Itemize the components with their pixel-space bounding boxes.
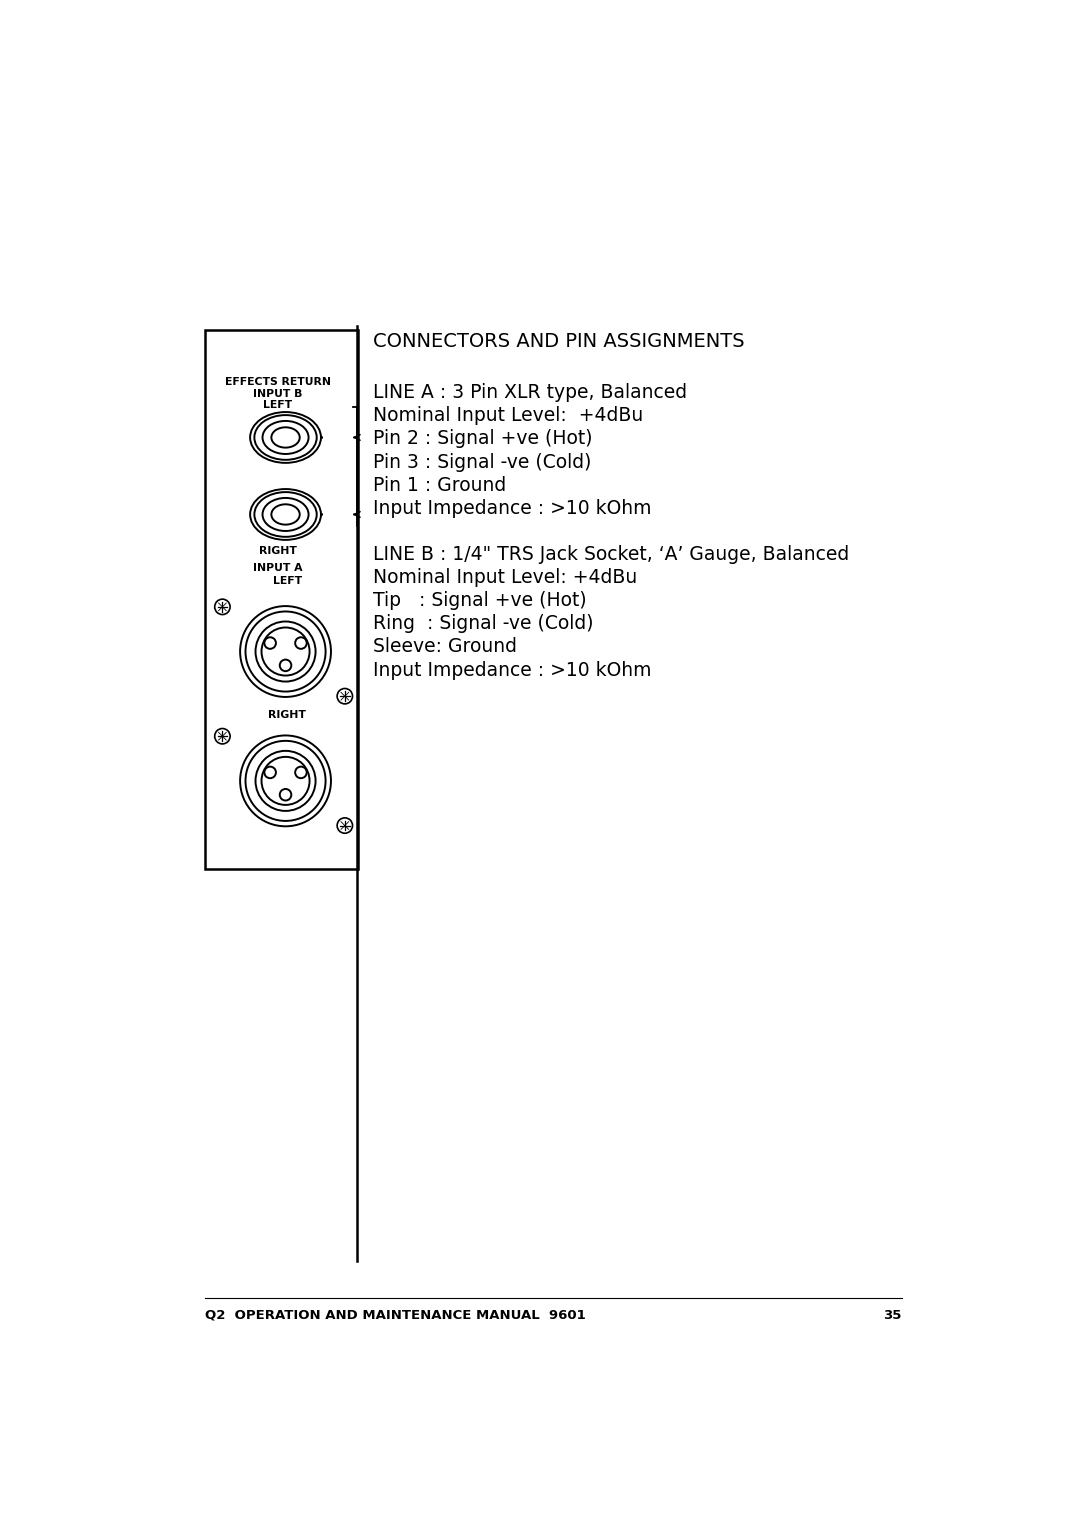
Circle shape: [261, 628, 310, 675]
Text: CONNECTORS AND PIN ASSIGNMENTS: CONNECTORS AND PIN ASSIGNMENTS: [373, 332, 744, 351]
Circle shape: [215, 729, 230, 744]
Text: LEFT: LEFT: [264, 400, 293, 410]
Circle shape: [245, 741, 325, 821]
Polygon shape: [308, 432, 323, 442]
Text: Q2  OPERATION AND MAINTENANCE MANUAL  9601: Q2 OPERATION AND MAINTENANCE MANUAL 9601: [205, 1309, 586, 1322]
Text: RIGHT: RIGHT: [259, 547, 297, 556]
Text: LINE A : 3 Pin XLR type, Balanced: LINE A : 3 Pin XLR type, Balanced: [373, 384, 687, 402]
Text: RIGHT: RIGHT: [268, 709, 306, 720]
Circle shape: [295, 637, 307, 649]
Ellipse shape: [251, 413, 321, 463]
Circle shape: [337, 689, 352, 704]
Text: LEFT: LEFT: [272, 576, 301, 585]
Text: EFFECTS RETURN: EFFECTS RETURN: [225, 377, 330, 387]
Circle shape: [265, 767, 275, 778]
Polygon shape: [308, 510, 323, 520]
Text: 35: 35: [883, 1309, 902, 1322]
Ellipse shape: [262, 420, 309, 454]
Text: Pin 3 : Signal -ve (Cold): Pin 3 : Signal -ve (Cold): [373, 452, 591, 472]
Text: Nominal Input Level: +4dBu: Nominal Input Level: +4dBu: [373, 568, 637, 587]
Text: Sleeve: Ground: Sleeve: Ground: [373, 637, 516, 657]
Ellipse shape: [251, 489, 321, 539]
Circle shape: [215, 599, 230, 614]
Ellipse shape: [262, 498, 309, 530]
Text: Tip   : Signal +ve (Hot): Tip : Signal +ve (Hot): [373, 591, 586, 610]
Circle shape: [245, 611, 325, 692]
Text: LINE B : 1/4" TRS Jack Socket, ‘A’ Gauge, Balanced: LINE B : 1/4" TRS Jack Socket, ‘A’ Gauge…: [373, 545, 849, 564]
Text: Ring  : Signal -ve (Cold): Ring : Signal -ve (Cold): [373, 614, 593, 633]
Text: INPUT A: INPUT A: [253, 564, 302, 573]
Circle shape: [256, 750, 315, 811]
Circle shape: [280, 788, 292, 801]
Text: Input Impedance : >10 kOhm: Input Impedance : >10 kOhm: [373, 660, 651, 680]
Text: Input Impedance : >10 kOhm: Input Impedance : >10 kOhm: [373, 498, 651, 518]
Ellipse shape: [271, 504, 300, 524]
Circle shape: [256, 622, 315, 681]
Circle shape: [295, 767, 307, 778]
Text: Pin 1 : Ground: Pin 1 : Ground: [373, 475, 505, 495]
Circle shape: [261, 756, 310, 805]
Circle shape: [240, 735, 330, 827]
Circle shape: [265, 637, 275, 649]
Text: INPUT B: INPUT B: [253, 388, 302, 399]
Text: Pin 2 : Signal +ve (Hot): Pin 2 : Signal +ve (Hot): [373, 429, 592, 449]
Ellipse shape: [255, 492, 316, 536]
Circle shape: [337, 817, 352, 833]
Bar: [205, 330, 357, 868]
Ellipse shape: [255, 416, 316, 460]
Circle shape: [240, 607, 330, 697]
Ellipse shape: [271, 428, 300, 448]
Circle shape: [280, 660, 292, 671]
Text: Nominal Input Level:  +4dBu: Nominal Input Level: +4dBu: [373, 406, 643, 425]
